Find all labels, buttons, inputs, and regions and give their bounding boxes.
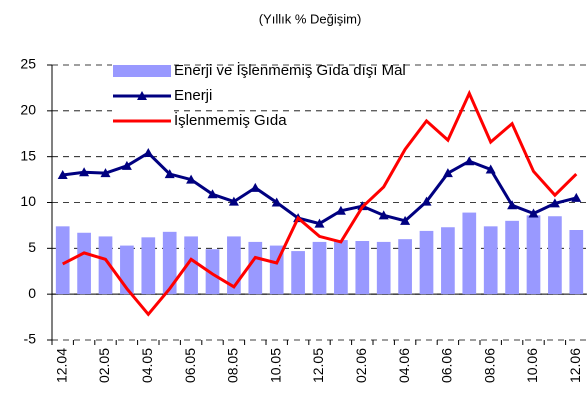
bar <box>398 239 412 295</box>
legend-marker <box>137 91 147 100</box>
marker <box>549 198 560 208</box>
x-tick-label: 04.06 <box>396 348 412 383</box>
bar <box>248 241 263 295</box>
bar <box>98 236 113 295</box>
y-tick-label: 0 <box>28 285 36 301</box>
legend-swatch <box>113 65 171 77</box>
marker <box>186 174 197 184</box>
x-tick-label: 12.04 <box>53 348 69 383</box>
legend-label: İşlenmemiş Gıda <box>174 111 287 129</box>
marker <box>442 168 453 178</box>
marker <box>143 148 154 157</box>
bar <box>505 220 519 295</box>
line <box>62 151 577 226</box>
y-tick-label: -5 <box>24 331 37 347</box>
marker <box>421 196 432 206</box>
bar <box>483 226 498 295</box>
x-tick-label: 08.05 <box>225 348 241 383</box>
marker <box>378 210 389 220</box>
marker <box>271 197 282 207</box>
bar <box>548 216 562 295</box>
y-tick-label: 20 <box>20 102 36 118</box>
bar <box>376 241 391 295</box>
y-tick-label: 10 <box>20 193 36 209</box>
marker <box>507 200 518 210</box>
marker <box>79 167 90 177</box>
x-tick-label: 10.06 <box>524 348 540 383</box>
x-tick-label: 10.05 <box>267 348 283 383</box>
legend-label: Enerji <box>174 87 212 104</box>
bar <box>441 227 455 295</box>
x-tick-label: 04.05 <box>139 348 155 383</box>
x-tick-label: 12.05 <box>310 348 326 383</box>
y-tick-label: 25 <box>20 56 36 72</box>
bar <box>526 215 541 295</box>
marker <box>207 189 218 199</box>
x-tick-label: 06.05 <box>182 348 198 383</box>
bar <box>291 251 305 295</box>
x-tick-label: 02.06 <box>353 348 369 383</box>
x-tick-label: 08.06 <box>481 348 497 383</box>
chart-title: (Yıllık % Değişim) <box>259 11 362 26</box>
marker <box>464 156 475 166</box>
marker <box>528 208 539 218</box>
marker <box>57 170 68 179</box>
x-tick-label: 06.06 <box>439 348 455 383</box>
bar <box>355 241 370 295</box>
marker <box>228 196 239 206</box>
bar <box>569 230 584 295</box>
marker <box>571 192 582 202</box>
marker <box>121 160 132 170</box>
bar <box>312 241 327 295</box>
bar <box>205 249 220 295</box>
x-tick-label: 12.06 <box>567 348 583 383</box>
marker <box>335 205 346 215</box>
bar <box>184 236 198 295</box>
marker <box>400 215 411 225</box>
marker <box>164 169 175 179</box>
y-tick-label: 5 <box>28 239 36 255</box>
marker <box>314 218 325 228</box>
bar <box>77 232 91 295</box>
bar <box>162 231 177 295</box>
marker <box>485 164 496 174</box>
bar <box>334 240 348 295</box>
bar <box>462 212 477 295</box>
x-tick-label: 02.05 <box>96 348 112 383</box>
bar <box>419 230 434 295</box>
marker <box>250 182 261 192</box>
legend-label: Enerji ve İşlenmemiş Gıda dışı Mal <box>174 61 406 79</box>
marker <box>100 168 111 178</box>
bar <box>141 237 156 295</box>
y-tick-label: 15 <box>20 147 36 163</box>
line <box>62 89 578 317</box>
bar <box>55 226 70 295</box>
